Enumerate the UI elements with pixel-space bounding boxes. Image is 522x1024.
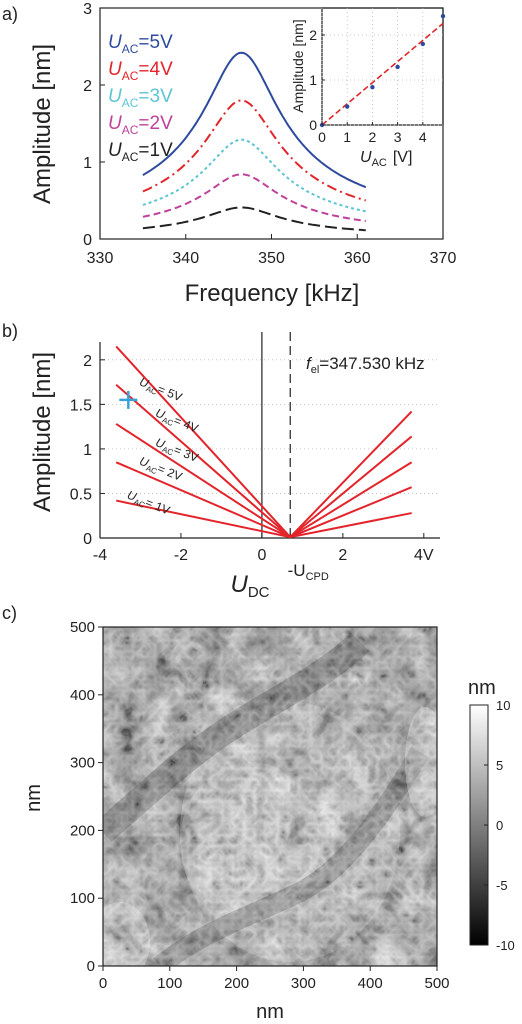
panel-b-y-axis-label: Amplitude [nm] [29,352,56,512]
inset-x-tick-label: 0 [318,129,326,145]
resonance-curve-3 [142,138,367,213]
colorbar-unit: nm [468,677,496,699]
panel-a-y-tick-label: 3 [83,1,92,18]
legend-entry: UAC=3V [108,86,173,110]
panel-a-x-tick-label: 340 [172,250,199,267]
inset-x-tick-label: 2 [369,129,377,145]
inset-y-axis-label: Amplitude [nm] [290,19,306,112]
inset-x-axis-label: UAC [V] [360,149,412,169]
panel-b-y-tick-label: 0 [83,531,92,548]
colorbar-tick-label: 10 [496,698,510,713]
panel-b-x-tick-label: 4V [414,547,434,564]
panel-a-y-tick-label: 0 [83,232,92,249]
panel-b-frequency-annotation: fel=347.530 kHz [306,354,425,376]
resonance-curve-4 [142,173,366,222]
panel-b-x-tick-label: -2 [174,547,188,564]
legend-entry: UAC=1V [108,140,173,164]
panel-c-y-tick-label: 300 [70,755,95,772]
panel-a-y-tick-label: 2 [83,78,92,95]
amplitude-line-label: UAC= 1V [124,488,172,520]
panel-a-x-axis-label: Frequency [kHz] [185,280,360,307]
resonance-curve-1 [142,51,367,189]
panel-a-x-tick-label: 330 [87,250,114,267]
panel-b-cpd-label: -UCPD [288,561,329,583]
panel-a-y-tick-label: 1 [83,155,92,172]
panel-b-y-tick-label: 1 [83,442,92,459]
inset-x-tick-label: 4 [419,129,427,145]
inset-x-tick-label: 3 [394,129,402,145]
inset-x-tick-label: 1 [343,129,351,145]
panel-c-y-tick-label: 0 [87,958,95,975]
panel-b-y-tick-label: 0.5 [70,486,92,503]
panel-c-y-tick-label: 200 [70,822,95,839]
panel-a-x-tick-label: 360 [344,250,371,267]
amplitude-line-label: UAC= 5V [137,375,185,407]
panel-b-y-tick-label: 1.5 [70,397,92,414]
panel-c-x-tick-label: 0 [99,975,107,992]
panel-b-x-tick-label: 2 [338,547,347,564]
panel-a-y-axis-label: Amplitude [nm] [29,44,56,204]
inset-data-point [420,41,426,47]
colorbar-tick-label: 0 [496,818,503,833]
legend-entry: UAC=4V [108,59,173,83]
panel-c-y-tick-label: 100 [70,890,95,907]
inset-data-point [440,13,446,19]
colorbar-tick-label: 5 [496,758,503,773]
topography-map [103,627,437,966]
panel-b-y-tick-label: 2 [83,353,92,370]
panel-c-x-tick-label: 500 [424,975,449,992]
amplitude-line-5 [115,499,412,539]
panel-c-label: c) [2,603,17,623]
panel-c-y-tick-label: 400 [70,687,95,704]
amplitude-line-label: UAC= 4V [153,406,201,438]
panel-c-x-tick-label: 100 [157,975,182,992]
panel-b-x-tick-label: -4 [93,547,107,564]
panel-c-x-tick-label: 200 [224,975,249,992]
topography-map-frame [102,626,438,967]
legend-entry: UAC=2V [108,113,173,137]
inset-fit-line [321,22,444,126]
inset-y-tick-label: 1 [309,72,317,88]
panel-a-label: a) [2,4,18,24]
colorbar-tick-label: -10 [496,938,515,953]
inset-data-point [345,104,350,109]
panel-a-x-tick-label: 350 [258,250,285,267]
inset-data-point [395,64,400,70]
panel-c-x-tick-label: 300 [291,975,316,992]
resonance-curve-5 [142,206,366,232]
panel-c-x-tick-label: 400 [358,975,383,992]
inset-y-tick-label: 0 [309,117,317,133]
legend-entry: UAC=5V [108,32,173,56]
panel-a-x-tick-label: 370 [430,250,457,267]
resonance-curve-2 [142,99,367,202]
inset-plot-frame [321,7,444,126]
panel-c-y-axis-label: nm [23,784,45,812]
colorbar-tick-label: -5 [496,878,508,893]
inset-y-tick-label: 2 [309,27,317,43]
panel-b-label: b) [2,321,18,341]
panel-b-x-tick-label: 0 [257,547,266,564]
panel-b-x-axis-label: UDC [230,571,269,601]
panel-c-y-tick-label: 500 [70,619,95,636]
inset-data-point [370,85,375,90]
panel-c-x-axis-label: nm [256,1001,284,1023]
